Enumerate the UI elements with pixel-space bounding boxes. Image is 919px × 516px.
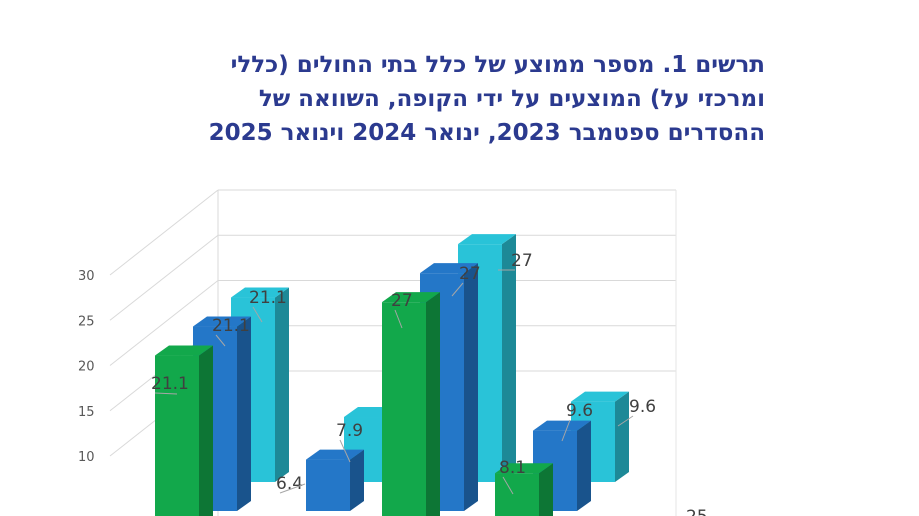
data-label-s2-g3: 27 [459,264,481,284]
chart-y-ticks: 10 15 20 25 30 [78,269,95,465]
leader-line-s3-g4 [617,415,634,427]
leader-line-s1-g1 [154,392,178,395]
bar-side [502,234,516,482]
bar-top [155,345,213,356]
bar-top [420,263,478,274]
leader-line-s1-g3 [394,309,403,329]
bar-front [306,459,350,511]
chart-title: תרשים 1. מספר ממוצע של כלל בתי החולים (כ… [60,48,765,150]
leader-line-s2-g2 [279,483,306,494]
data-label-s1-g4: 8.1 [499,458,526,478]
y-tick-25: 25 [78,314,95,329]
bar-top [571,391,629,402]
bar-top [495,463,553,474]
data-label-s2-g4: 9.6 [566,401,593,421]
data-label-s3-g2: 7.9 [336,421,363,441]
bar-top [458,234,516,245]
chart-data-labels: 21.1 21.1 21.1 6.4 7.9 27 27 27 8.1 9.6 9.6 [151,251,656,495]
data-label-s3-g1: 21.1 [249,288,287,308]
bar-front [495,473,539,516]
bar-top [533,420,591,431]
y-tick-15: 15 [78,405,95,420]
y-tick-20: 20 [78,360,95,375]
data-label-s2-g1: 21.1 [212,316,250,336]
bar-side [426,292,440,516]
data-label-s3-g4: 9.6 [629,397,656,417]
bar-top [193,316,251,327]
bar-top [231,287,289,298]
data-label-s1-g3: 27 [391,291,413,311]
leader-line-s2-g1 [215,334,226,347]
leader-line-s1-g4 [502,476,514,495]
leader-line-s2-g4 [561,419,571,442]
bar-top [382,292,440,303]
bar-s1-g1 [155,345,213,516]
leader-line-s2-g3 [451,282,464,297]
y-tick-10: 10 [78,450,95,465]
bar-top [306,449,364,460]
data-label-s1-g1: 21.1 [151,374,189,394]
data-label-s3-g3: 27 [511,251,533,271]
title-line-1: תרשים 1. מספר ממוצע של כלל בתי החולים (כ… [230,52,765,78]
grid-diagonal-30 [109,189,219,276]
bar-side [539,463,553,516]
leader-line-s3-g1 [252,306,263,323]
bar-side [615,391,629,482]
bar-front [155,355,199,516]
bar-side [237,316,251,511]
chart-bars [155,234,629,516]
bar-side [464,263,478,511]
bar-side [199,345,213,516]
data-label-s2-g2: 6.4 [276,474,303,494]
bar-side [350,449,364,511]
bar-s1-g3 [382,292,440,516]
grid-diagonal-20 [109,280,219,366]
title-line-3: ההסדרים ספטמבר 2023, ינואר 2024 וינואר 2… [208,120,765,146]
y-tick-30: 30 [78,269,95,284]
title-line-2: ומרכזי על) המוצעים על ידי הקופה, השוואה … [258,86,765,112]
bar-front [382,302,426,516]
bar-s2-g2 [306,449,364,511]
leader-line-s3-g2 [339,439,351,463]
bar-side [275,287,289,482]
bar-s1-g4 [495,463,553,516]
grid-diagonal-25 [109,234,219,321]
bar-side [577,420,591,511]
partial-label: 25 ... [686,507,729,516]
